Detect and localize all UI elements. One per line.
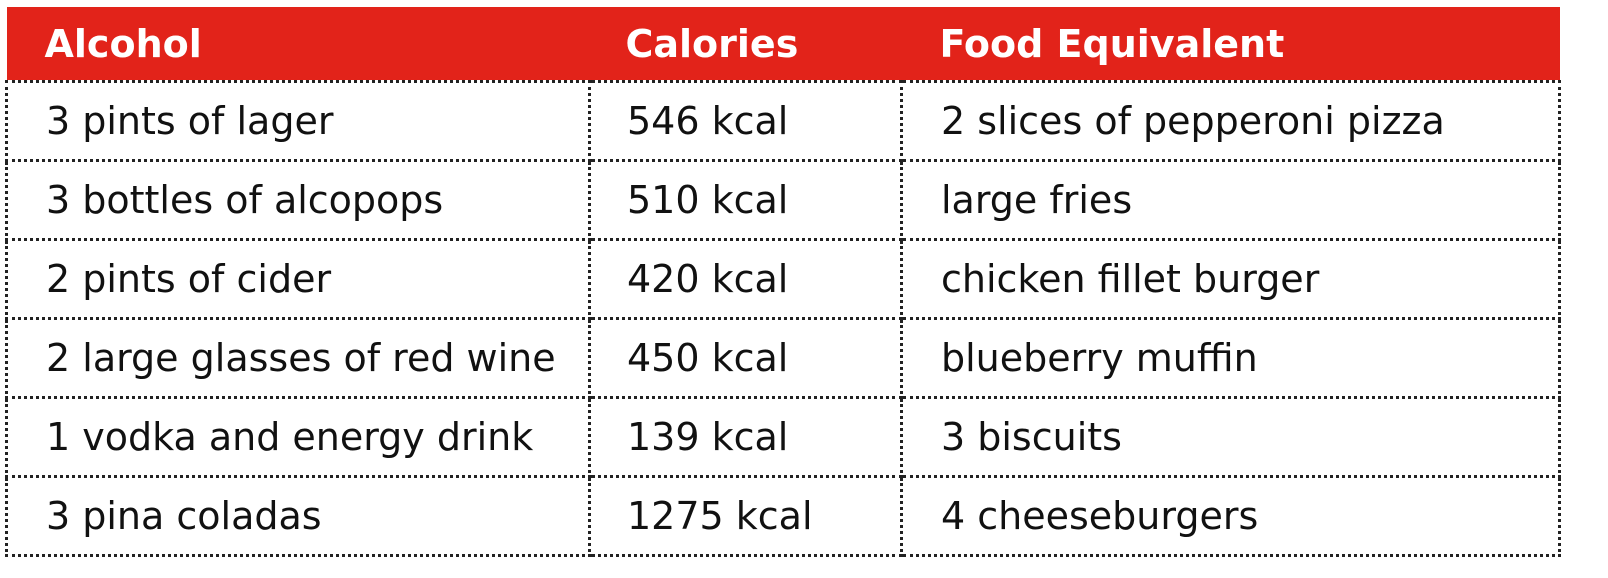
table-cell: 2 large glasses of red wine	[5, 317, 591, 399]
table-cell: 2 pints of cider	[5, 238, 591, 320]
table-cell: 1 vodka and energy drink	[5, 396, 591, 478]
table-cell: 420 kcal	[588, 238, 903, 320]
table-cell: 546 kcal	[588, 80, 903, 162]
table-cell: 510 kcal	[588, 159, 903, 241]
table-cell: 4 cheeseburgers	[900, 475, 1561, 557]
table-cell: chicken fillet burger	[900, 238, 1561, 320]
table-cell: 3 biscuits	[900, 396, 1561, 478]
header-row: Alcohol Calories Food Equivalent	[6, 7, 1560, 82]
table-row: 2 large glasses of red wine 450 kcal blueb…	[5, 317, 1561, 399]
table-cell: 2 slices of pepperoni pizza	[900, 80, 1561, 162]
table-cell: 1275 kcal	[588, 475, 903, 557]
table-cell: 450 kcal	[588, 317, 903, 399]
header-cell: Calories	[589, 7, 902, 82]
table-cell: 3 bottles of alcopops	[5, 159, 591, 241]
table-row: 2 pints of cider 420 kcal chicken fillet b…	[5, 238, 1561, 320]
table-row: 1 vodka and energy drink 139 kcal 3 biscui…	[5, 396, 1561, 478]
table-cell: blueberry muffin	[900, 317, 1561, 399]
table-row: 3 bottles of alcopops 510 kcal large fries	[5, 159, 1561, 241]
table-row: 3 pina coladas 1275 kcal 4 cheeseburgers	[5, 475, 1561, 557]
table-body: 3 pints of lager 546 kcal 2 slices of pepp…	[5, 80, 1561, 557]
table-cell: 3 pina coladas	[5, 475, 591, 557]
table-cell: 3 pints of lager	[5, 80, 591, 162]
header-cell: Alcohol	[6, 7, 590, 82]
table-cell: large fries	[900, 159, 1561, 241]
calorie-table: Alcohol Calories Food Equivalent 3 pints o…	[5, 7, 1561, 557]
table-row: 3 pints of lager 546 kcal 2 slices of pepp…	[5, 80, 1561, 162]
table-cell: 139 kcal	[588, 396, 903, 478]
header-cell: Food Equivalent	[901, 7, 1560, 82]
